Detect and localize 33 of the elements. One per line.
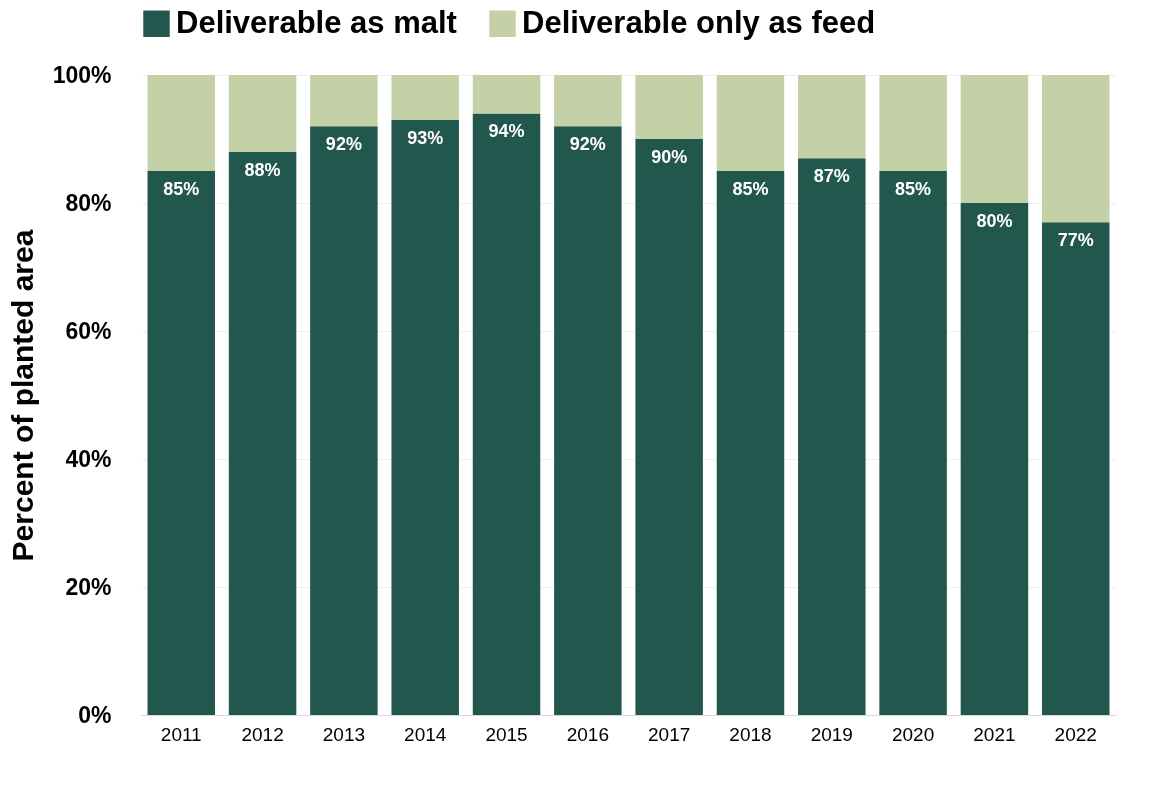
legend-label: Deliverable as malt: [176, 4, 457, 40]
y-tick-label: 60%: [65, 317, 112, 344]
y-tick-label: 80%: [65, 189, 112, 216]
data-label: 92%: [569, 134, 606, 155]
data-label: 94%: [488, 121, 525, 142]
x-tick-label: 2014: [404, 723, 447, 745]
x-tick-label: 2012: [241, 723, 284, 745]
data-label: 85%: [732, 179, 769, 199]
data-label: 87%: [813, 166, 850, 187]
data-label: 85%: [163, 179, 200, 199]
data-label: 92%: [325, 134, 362, 155]
x-tick-label: 2019: [810, 723, 853, 745]
x-tick-label: 2011: [160, 723, 202, 745]
data-label: 80%: [976, 211, 1013, 231]
x-tick-label: 2016: [566, 723, 609, 745]
legend-label: Deliverable only as feed: [522, 4, 876, 40]
x-tick-label: 2017: [648, 723, 691, 745]
data-label: 93%: [407, 127, 444, 148]
data-label: 88%: [244, 159, 281, 180]
y-tick-label: 0%: [78, 701, 112, 728]
y-tick-label: 100%: [52, 61, 112, 88]
y-axis-title: Percent of planted area: [5, 229, 39, 562]
data-label: 85%: [895, 179, 932, 199]
x-tick-label: 2021: [973, 723, 1016, 745]
y-tick-label: 20%: [65, 573, 112, 600]
y-tick-label: 40%: [65, 445, 112, 472]
data-label: 77%: [1057, 230, 1094, 251]
x-tick-label: 2015: [485, 723, 528, 745]
x-tick-label: 2022: [1054, 723, 1097, 745]
data-label: 90%: [651, 147, 688, 167]
x-tick-label: 2013: [322, 723, 366, 745]
x-tick-label: 2020: [891, 723, 935, 745]
x-tick-label: 2018: [729, 723, 772, 745]
